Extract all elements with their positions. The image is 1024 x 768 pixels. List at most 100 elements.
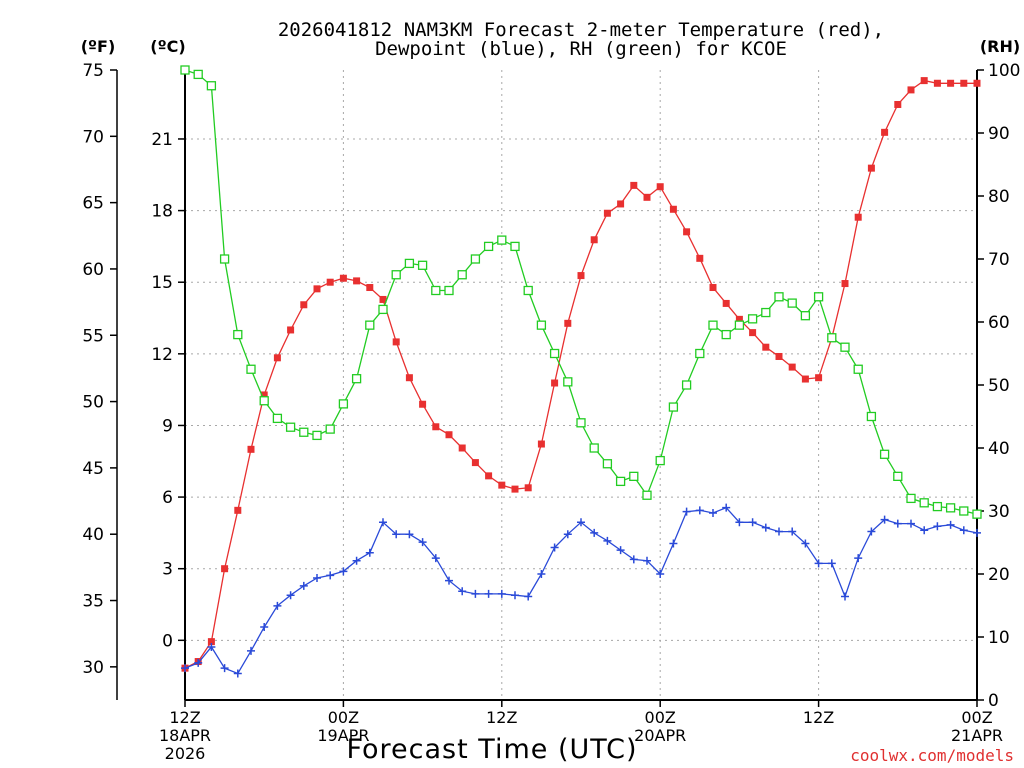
rh-tick-label-9: 90 bbox=[988, 124, 1010, 144]
rh-point-41 bbox=[721, 329, 731, 340]
temperature-point-28 bbox=[551, 379, 559, 387]
f-tick-label-7: 65 bbox=[82, 194, 104, 214]
rh-point-2 bbox=[206, 81, 217, 91]
x-tick-label-4-0: 12Z bbox=[803, 708, 834, 727]
watermark: coolwx.com/models bbox=[850, 746, 1014, 765]
f-tick-label-4: 50 bbox=[82, 393, 104, 413]
temperature-point-3 bbox=[221, 565, 229, 573]
dewpoint-point-9 bbox=[299, 581, 308, 590]
rh-point-40 bbox=[708, 320, 718, 330]
dewpoint-point-26 bbox=[524, 592, 533, 601]
chart-title-line-2: Dewpoint (blue), RH (green) for KCOE bbox=[375, 38, 787, 60]
temperature-point-29 bbox=[564, 319, 572, 327]
f-tick-label-8: 70 bbox=[82, 127, 104, 147]
temperature-point-4 bbox=[234, 506, 242, 514]
rh-tick-label-4: 40 bbox=[988, 439, 1010, 459]
dewpoint-point-15 bbox=[379, 518, 387, 527]
temperature-point-26 bbox=[524, 484, 532, 492]
dewpoint-point-51 bbox=[854, 554, 863, 563]
dewpoint-point-45 bbox=[775, 527, 783, 536]
rh-point-24 bbox=[497, 235, 507, 245]
c-tick-label-2: 6 bbox=[162, 488, 173, 508]
rh-tick-label-2: 20 bbox=[988, 565, 1010, 585]
dewpoint-point-46 bbox=[788, 527, 797, 536]
rh-point-11 bbox=[325, 424, 335, 434]
rh-point-26 bbox=[523, 285, 533, 296]
rh-tick-label-8: 80 bbox=[988, 187, 1010, 207]
temperature-point-16 bbox=[392, 338, 400, 346]
rh-point-44 bbox=[761, 307, 771, 318]
rh-point-48 bbox=[813, 292, 824, 302]
temperature-point-20 bbox=[445, 431, 453, 439]
rh-tick-label-5: 50 bbox=[988, 376, 1010, 396]
temperature-point-57 bbox=[933, 79, 941, 87]
temperature-point-21 bbox=[458, 444, 466, 452]
rh-point-53 bbox=[879, 449, 890, 459]
temperature-point-48 bbox=[815, 374, 823, 382]
f-tick-label-6: 60 bbox=[82, 260, 104, 280]
temperature-point-47 bbox=[801, 375, 809, 383]
rh-point-5 bbox=[246, 364, 256, 374]
dewpoint-point-14 bbox=[365, 548, 374, 557]
x-tick-label-0-2: 2026 bbox=[165, 744, 206, 763]
f-tick-label-9: 75 bbox=[82, 61, 104, 81]
dewpoint-point-42 bbox=[735, 518, 744, 527]
rh-point-17 bbox=[404, 258, 415, 269]
rh-point-14 bbox=[365, 320, 375, 330]
f-tick-label-2: 40 bbox=[82, 525, 104, 545]
rh-point-21 bbox=[457, 270, 467, 280]
x-tick-label-3-1: 20APR bbox=[634, 726, 686, 745]
chart-title-line-1: 2026041812 NAM3KM Forecast 2-meter Tempe… bbox=[278, 19, 884, 41]
temperature-point-33 bbox=[617, 200, 625, 208]
temperature-point-23 bbox=[485, 472, 493, 480]
rh-tick-label-7: 70 bbox=[988, 250, 1010, 270]
c-tick-label-6: 18 bbox=[151, 202, 173, 222]
rh-point-19 bbox=[431, 285, 441, 296]
rh-point-3 bbox=[219, 254, 230, 264]
x-tick-label-0-0: 12Z bbox=[169, 708, 200, 727]
rh-point-50 bbox=[840, 342, 850, 352]
rh-tick-label-6: 60 bbox=[988, 313, 1010, 333]
dewpoint-point-22 bbox=[471, 589, 480, 598]
temperature-point-9 bbox=[300, 301, 308, 309]
rh-point-18 bbox=[417, 260, 428, 270]
dewpoint-point-32 bbox=[603, 536, 612, 545]
temperature-point-45 bbox=[775, 352, 783, 360]
x-tick-label-3-0: 00Z bbox=[645, 708, 676, 727]
dewpoint-point-16 bbox=[392, 530, 401, 539]
temperature-point-32 bbox=[603, 209, 611, 217]
rh-point-32 bbox=[602, 459, 613, 469]
rh-point-38 bbox=[681, 380, 692, 390]
rh-point-57 bbox=[932, 501, 943, 512]
x-axis-title: Forecast Time (UTC) bbox=[346, 734, 637, 765]
dewpoint-point-40 bbox=[709, 508, 717, 517]
x-tick-label-0-1: 18APR bbox=[159, 726, 211, 745]
dewpoint-point-37 bbox=[669, 539, 678, 548]
dewpoint-point-39 bbox=[695, 506, 704, 515]
f-tick-label-1: 35 bbox=[82, 592, 104, 612]
rh-unit-label: (RH) bbox=[980, 37, 1020, 56]
dewpoint-point-49 bbox=[827, 559, 836, 568]
temperature-point-56 bbox=[920, 77, 928, 85]
temperature-point-55 bbox=[907, 86, 915, 94]
rh-ticks: 0 10 20 30 40 50 60 70 80 90 100 bbox=[977, 61, 1020, 711]
x-tick-label-1-0: 00Z bbox=[328, 708, 359, 727]
c-tick-label-3: 9 bbox=[162, 416, 173, 436]
rh-point-36 bbox=[655, 455, 665, 466]
rh-point-10 bbox=[312, 430, 322, 441]
rh-point-33 bbox=[615, 476, 626, 487]
temperature-point-36 bbox=[656, 183, 664, 191]
f-tick-label-5: 55 bbox=[82, 326, 104, 346]
temperature-point-38 bbox=[683, 228, 691, 236]
temperature-point-6 bbox=[260, 391, 268, 399]
temperature-point-7 bbox=[273, 354, 281, 362]
dewpoint-point-58 bbox=[946, 520, 955, 529]
dewpoint-point-4 bbox=[233, 669, 242, 678]
gridlines bbox=[185, 70, 977, 700]
dewpoint-point-1 bbox=[194, 658, 203, 667]
rh-point-55 bbox=[906, 493, 916, 504]
dewpoint-point-33 bbox=[616, 546, 625, 555]
dewpoint-point-47 bbox=[801, 539, 810, 548]
rh-point-37 bbox=[668, 402, 679, 412]
